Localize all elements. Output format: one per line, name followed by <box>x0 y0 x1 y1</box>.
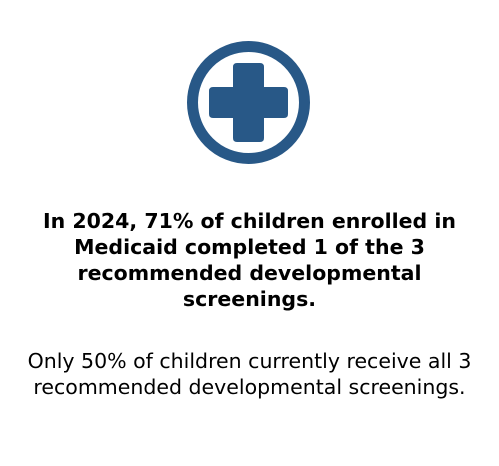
headline-text: In 2024, 71% of children enrolled in Med… <box>43 209 456 311</box>
medical-plus-icon <box>186 40 311 165</box>
subtext: Only 50% of children currently receive a… <box>27 349 472 399</box>
